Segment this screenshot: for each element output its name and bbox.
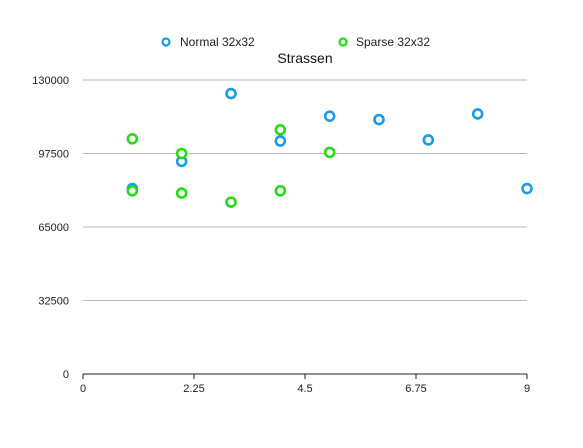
data-point-series-1 [225, 87, 237, 100]
data-point-series-1 [471, 108, 484, 120]
data-point-series-2 [175, 147, 188, 160]
data-point-series-2 [323, 146, 336, 159]
data-point-series-2 [225, 196, 237, 208]
grid-layer [83, 79, 527, 301]
x-tick-label: 6.75 [405, 383, 426, 395]
x-tick-label: 4.5 [297, 383, 312, 395]
data-point-series-1 [521, 182, 533, 195]
legend-marker-series-1 [161, 37, 171, 47]
points-layer [126, 87, 533, 208]
data-point-series-1 [323, 110, 336, 122]
legend-marker-series-2 [338, 37, 348, 47]
axis-layer: 0 32500 65000 97500 130000 0 2.25 4.5 6.75 9 [32, 75, 530, 395]
legend-label-series-1: Normal 32x32 [180, 35, 255, 49]
y-tick-label: 65000 [38, 222, 69, 234]
data-point-series-1 [373, 113, 385, 126]
y-tick-label: 32500 [38, 296, 69, 308]
chart-title: Strassen [277, 50, 332, 66]
y-tick-label: 97500 [38, 149, 69, 161]
legend: Normal 32x32 Sparse 32x32 [161, 35, 430, 49]
y-tick-label: 0 [63, 369, 69, 381]
x-tick-label: 0 [80, 383, 86, 395]
x-tick-label: 9 [524, 383, 530, 395]
data-point-series-1 [274, 135, 287, 147]
data-point-series-2 [175, 187, 188, 199]
data-point-series-2 [274, 185, 287, 197]
legend-label-series-2: Sparse 32x32 [356, 35, 430, 49]
x-tick-label: 2.25 [183, 383, 204, 395]
y-tick-label: 130000 [32, 75, 69, 87]
data-point-series-1 [422, 134, 435, 146]
data-point-series-2 [126, 185, 139, 197]
data-point-series-2 [126, 133, 139, 145]
data-point-series-2 [274, 123, 287, 136]
